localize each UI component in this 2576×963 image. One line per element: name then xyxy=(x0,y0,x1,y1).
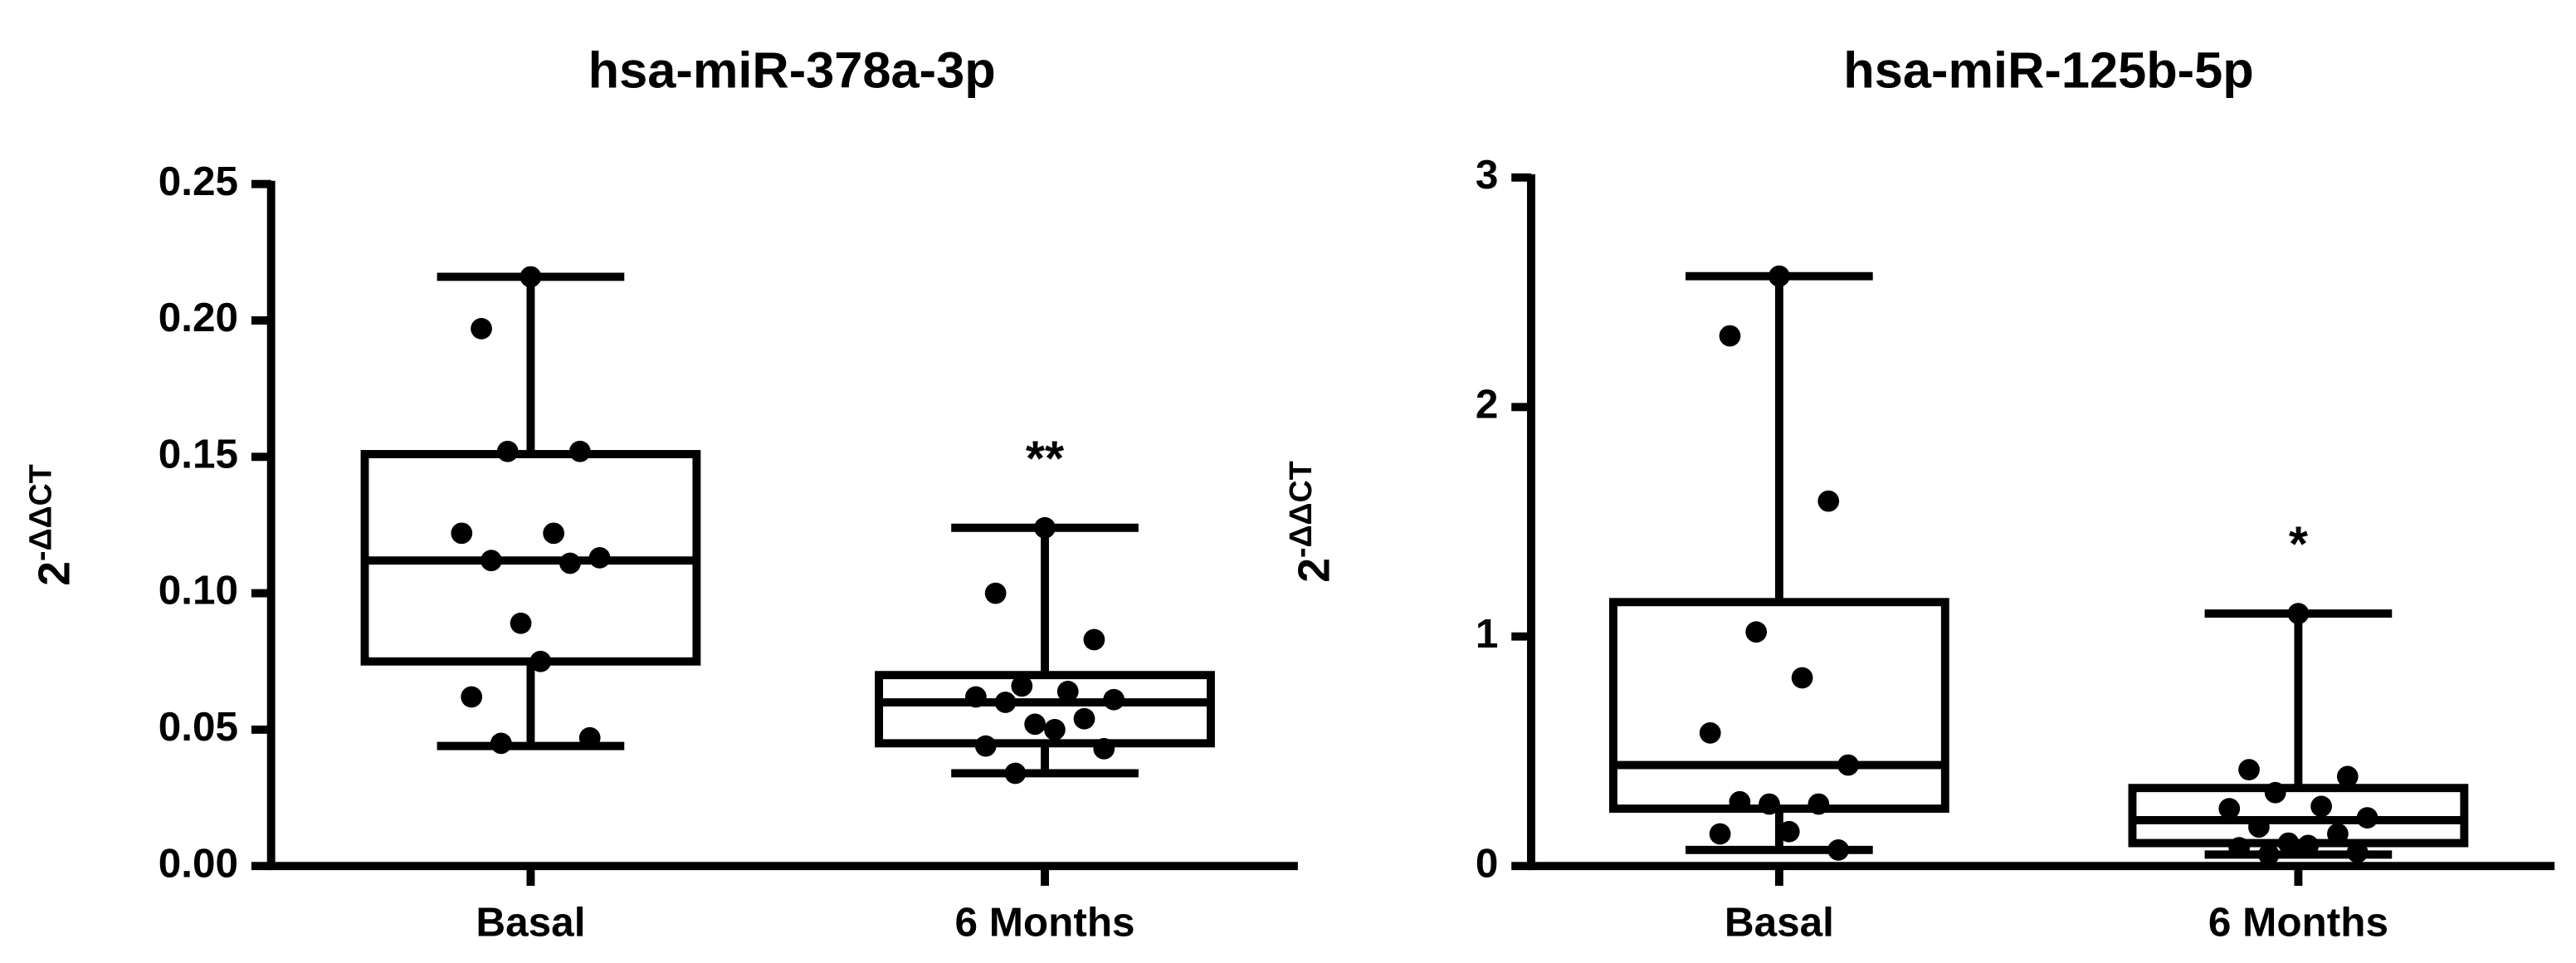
data-point xyxy=(1073,707,1095,730)
data-point xyxy=(1024,713,1046,736)
y-tick-label: 0.05 xyxy=(159,704,238,750)
data-point xyxy=(471,317,492,340)
y-axis-label-base: 2 xyxy=(1290,558,1339,583)
y-tick-label: 0.10 xyxy=(159,568,238,613)
y-tick-label: 1 xyxy=(1476,611,1499,657)
box xyxy=(2128,784,2469,848)
data-point xyxy=(2287,603,2310,624)
data-point xyxy=(2248,816,2270,838)
data-point xyxy=(2336,765,2359,788)
chart-title: hsa-miR-125b-5p xyxy=(1843,42,2253,99)
data-point xyxy=(1004,762,1027,785)
data-point xyxy=(2277,832,2300,854)
data-point xyxy=(965,686,987,708)
data-point xyxy=(2218,798,2241,819)
data-point xyxy=(2297,834,2320,857)
data-point xyxy=(994,692,1017,713)
data-point xyxy=(1791,667,1813,689)
y-axis-label-exponent: -ΔΔCT xyxy=(1283,461,1318,558)
data-point xyxy=(1759,793,1780,815)
data-point xyxy=(1093,738,1115,760)
data-point xyxy=(496,440,519,462)
data-point xyxy=(1011,675,1033,697)
x-tick-label: 6 Months xyxy=(954,900,1134,946)
data-point xyxy=(2346,841,2369,863)
y-tick-label: 3 xyxy=(1476,152,1499,198)
x-tick-label: Basal xyxy=(1725,900,1834,946)
data-point xyxy=(529,650,552,672)
data-point xyxy=(2327,823,2349,845)
y-axis-label-base: 2 xyxy=(30,561,79,586)
data-point xyxy=(1817,490,1840,512)
data-point xyxy=(2238,759,2260,780)
y-tick-label: 2 xyxy=(1476,381,1499,427)
box xyxy=(1608,598,1949,814)
data-point xyxy=(481,550,502,572)
significance-annotation: ** xyxy=(1026,430,1065,486)
y-tick-label: 0 xyxy=(1476,840,1499,886)
data-point xyxy=(1808,793,1830,815)
y-axis-label-exponent: -ΔΔCT xyxy=(22,464,57,561)
data-point xyxy=(2228,837,2251,858)
data-point xyxy=(510,612,532,634)
data-point xyxy=(588,547,611,569)
data-point xyxy=(1778,820,1800,843)
data-point xyxy=(984,582,1007,604)
y-tick-label: 0.15 xyxy=(159,431,238,477)
data-point xyxy=(1056,681,1079,702)
data-point xyxy=(559,552,581,574)
data-point xyxy=(578,726,601,749)
y-axis-label: 2-ΔΔCT xyxy=(1283,461,1339,582)
data-point xyxy=(568,440,591,462)
y-tick-label: 0.25 xyxy=(159,159,238,204)
data-point xyxy=(1719,325,1741,347)
data-point xyxy=(1083,628,1105,651)
data-point xyxy=(1769,265,1790,287)
chart-title: hsa-miR-378a-3p xyxy=(588,42,996,99)
data-point xyxy=(1044,719,1066,741)
x-tick-label: Basal xyxy=(476,900,585,946)
data-point xyxy=(543,522,565,545)
data-point xyxy=(520,266,542,288)
data-point xyxy=(451,522,473,545)
x-tick-label: 6 Months xyxy=(2208,900,2388,946)
data-point xyxy=(490,732,512,755)
data-point xyxy=(974,735,997,757)
data-point xyxy=(1745,621,1768,643)
data-point xyxy=(1699,721,1721,744)
data-point xyxy=(2356,807,2378,829)
data-point xyxy=(1709,823,1731,845)
data-point xyxy=(1034,516,1056,539)
data-point xyxy=(2257,843,2280,866)
y-tick-label: 0.20 xyxy=(159,295,238,340)
significance-annotation: * xyxy=(2289,516,2309,572)
y-tick-label: 0.00 xyxy=(159,840,238,886)
data-point xyxy=(1103,688,1125,711)
data-point xyxy=(1827,838,1850,861)
data-point xyxy=(1837,754,1859,776)
data-point xyxy=(1729,790,1751,813)
box xyxy=(875,671,1215,748)
y-axis-label: 2-ΔΔCT xyxy=(22,464,79,585)
data-point xyxy=(2264,781,2286,804)
data-point xyxy=(461,686,483,708)
data-point xyxy=(2310,795,2332,818)
